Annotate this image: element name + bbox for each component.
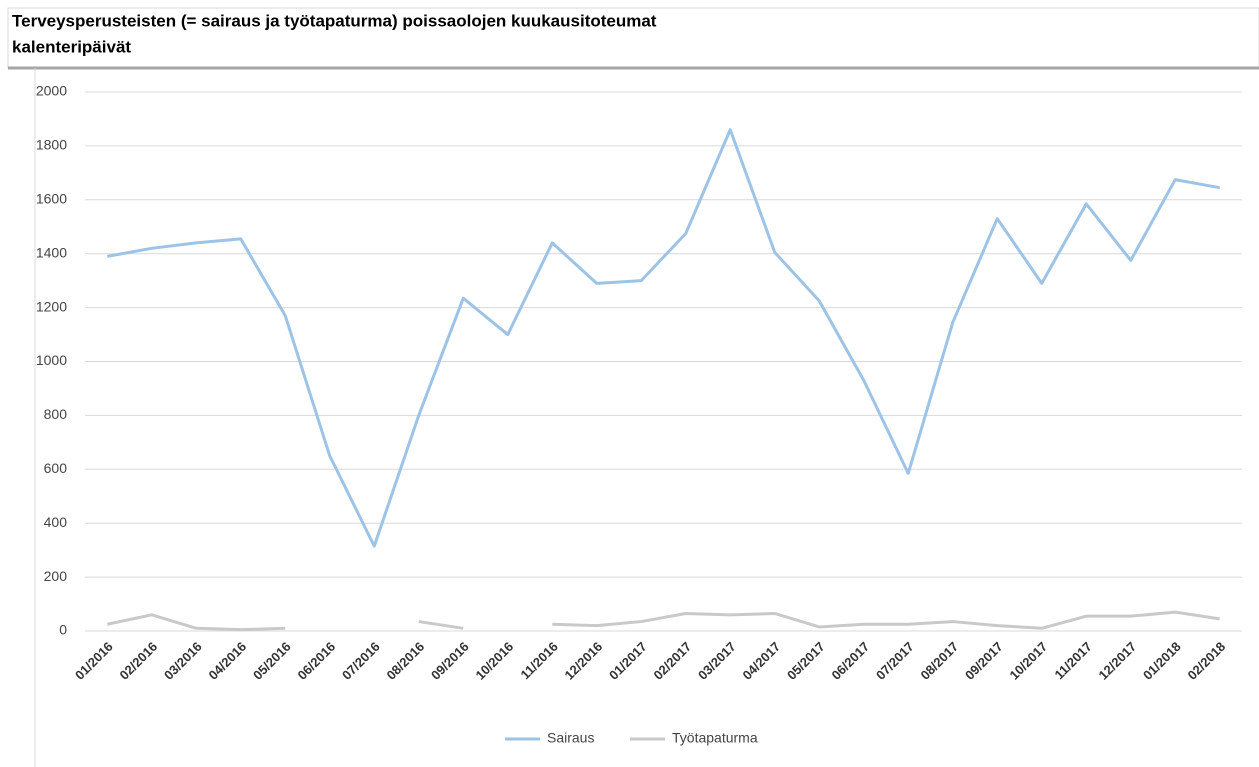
x-tick-label: 07/2017 xyxy=(873,639,917,683)
x-tick-label: 01/2016 xyxy=(72,639,116,683)
x-tick-label: 10/2016 xyxy=(472,639,516,683)
x-tick-label: 03/2016 xyxy=(161,639,205,683)
y-tick-label: 1000 xyxy=(36,352,67,368)
x-tick-label: 06/2016 xyxy=(294,639,338,683)
x-tick-label: 05/2017 xyxy=(784,639,828,683)
y-tick-label: 400 xyxy=(44,514,68,530)
x-tick-label: 01/2017 xyxy=(606,639,650,683)
y-tick-label: 1600 xyxy=(36,191,67,207)
x-tick-label: 12/2016 xyxy=(561,639,605,683)
y-tick-label: 800 xyxy=(44,406,68,422)
legend-label: Sairaus xyxy=(547,730,594,746)
y-tick-label: 1200 xyxy=(36,298,67,314)
chart-title: kalenteripäivät xyxy=(12,37,131,56)
x-tick-label: 07/2016 xyxy=(339,639,383,683)
x-tick-label: 11/2017 xyxy=(1051,639,1094,682)
y-tick-label: 200 xyxy=(44,568,68,584)
title-box xyxy=(7,7,1259,69)
series-line xyxy=(106,128,1221,548)
x-tick-label: 10/2017 xyxy=(1006,639,1050,683)
x-tick-label: 04/2017 xyxy=(739,639,783,683)
y-tick-label: 600 xyxy=(44,460,68,476)
x-tick-label: 02/2016 xyxy=(116,639,160,683)
x-tick-label: 09/2016 xyxy=(428,639,472,683)
y-tick-label: 1800 xyxy=(36,137,67,153)
legend-label: Työtapaturma xyxy=(672,730,758,746)
x-tick-label: 12/2017 xyxy=(1095,639,1139,683)
x-tick-label: 08/2017 xyxy=(917,639,961,683)
series-line xyxy=(106,610,1220,632)
x-tick-label: 09/2017 xyxy=(962,639,1006,683)
x-tick-label: 06/2017 xyxy=(828,639,872,683)
x-tick-label: 04/2016 xyxy=(205,639,249,683)
y-tick-label: 0 xyxy=(59,622,67,638)
x-tick-label: 05/2016 xyxy=(250,639,294,683)
x-tick-label: 03/2017 xyxy=(695,639,739,683)
y-tick-label: 1400 xyxy=(36,244,67,260)
chart-title: Terveysperusteisten (= sairaus ja työtap… xyxy=(12,11,657,30)
x-tick-label: 01/2018 xyxy=(1140,639,1184,683)
x-tick-label: 02/2017 xyxy=(650,639,694,683)
y-tick-label: 2000 xyxy=(36,83,67,99)
x-tick-label: 08/2016 xyxy=(383,639,427,683)
x-tick-label: 02/2018 xyxy=(1184,639,1228,683)
x-tick-label: 11/2016 xyxy=(517,639,560,682)
